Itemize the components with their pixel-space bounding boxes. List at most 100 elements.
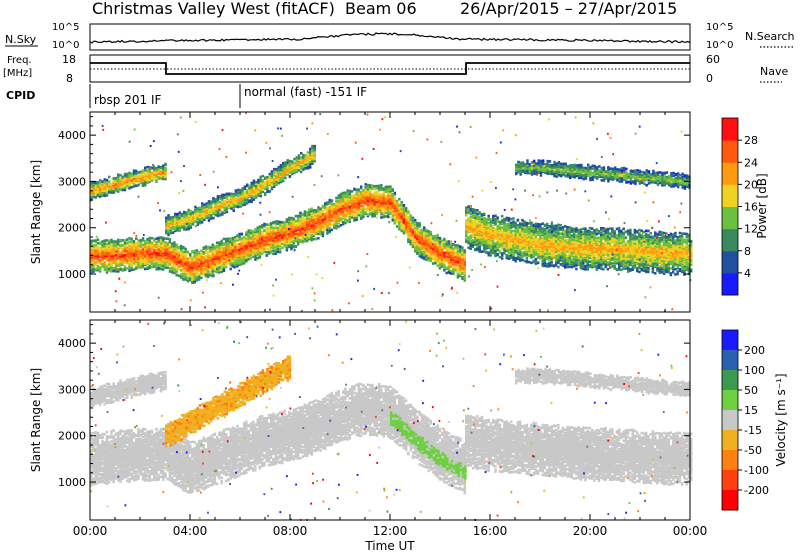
echo-cell: [105, 249, 109, 252]
echo-cell: [391, 218, 394, 221]
echo-cell: [344, 197, 347, 201]
echo-cell: [243, 185, 247, 188]
echo-cell: [380, 188, 383, 191]
echo-cell: [240, 237, 244, 240]
echo-cell: [96, 245, 100, 249]
echo-cell: [96, 242, 100, 245]
echo-cell: [171, 242, 174, 245]
echo-cell: [162, 164, 165, 168]
echo-cell: [203, 215, 206, 218]
echo-cell: [119, 255, 122, 258]
echo-cell: [176, 215, 179, 219]
echo-cell: [185, 218, 188, 221]
echo-cell: [182, 259, 185, 263]
echo-cell: [317, 227, 320, 230]
echo-cell: [360, 217, 363, 220]
echo-cell: [411, 223, 415, 226]
echo-cell: [135, 251, 138, 254]
echo-cell: [209, 266, 212, 270]
echo-cell: [342, 201, 345, 204]
echo-cell: [119, 238, 122, 242]
echo-cell: [123, 244, 127, 247]
echo-cell: [436, 236, 439, 239]
echo-cell: [246, 198, 249, 201]
echo-cell: [159, 244, 163, 247]
echo-cell: [191, 259, 194, 263]
echo-cell: [150, 166, 154, 170]
echo-cell: [263, 228, 266, 232]
echo-cell: [294, 239, 298, 243]
echo-cell: [135, 258, 138, 262]
echo-cell: [130, 237, 133, 241]
nsearch-label: N.Search: [745, 30, 795, 43]
echo-cell: [353, 201, 356, 205]
echo-cell: [402, 231, 406, 235]
echo-cell: [328, 230, 331, 234]
echo-cell: [252, 183, 256, 187]
echo-cell: [153, 171, 156, 175]
echo-cell: [192, 222, 195, 226]
echo-cell: [148, 176, 151, 180]
echo-cell: [256, 226, 259, 229]
echo-cell: [137, 175, 140, 178]
echo-cell: [144, 182, 147, 186]
echo-cell: [92, 193, 95, 196]
echo-cell: [373, 202, 376, 205]
echo-cell: [207, 214, 211, 218]
echo-cell: [294, 235, 298, 238]
echo-cell: [402, 224, 406, 227]
echo-cell: [194, 219, 197, 223]
echo-cell: [447, 240, 451, 243]
echo-cell: [110, 269, 113, 273]
echo-cell: [393, 218, 397, 221]
echo-cell: [216, 212, 220, 215]
echo-cell: [234, 258, 237, 262]
echo-cell: [315, 214, 318, 218]
echo-cell: [259, 178, 262, 181]
echo-cell: [402, 229, 406, 233]
echo-cell: [204, 254, 208, 258]
echo-cell: [276, 234, 280, 237]
echo-cell: [387, 185, 390, 189]
echo-cell: [274, 224, 277, 228]
echo-cell: [99, 188, 102, 192]
echo-cell: [240, 232, 244, 236]
echo-cell: [182, 272, 185, 275]
echo-cell: [456, 267, 460, 270]
echo-cell: [114, 180, 118, 183]
echo-cell: [328, 218, 331, 221]
echo-cell: [261, 244, 264, 247]
freq-label-1: Freq.: [7, 55, 32, 66]
echo-cell: [272, 252, 275, 256]
echo-cell: [281, 233, 284, 236]
echo-cell: [112, 244, 115, 247]
echo-cell: [92, 250, 95, 254]
echo-cell: [258, 225, 262, 228]
echo-cell: [230, 204, 233, 207]
echo-cell: [339, 208, 343, 212]
echo-cell: [243, 248, 246, 251]
echo-cell: [213, 253, 217, 256]
echo-cell: [373, 187, 376, 191]
echo-cell: [268, 190, 271, 193]
echo-cell: [90, 262, 93, 266]
echo-cell: [299, 231, 302, 235]
echo-cell: [317, 216, 320, 219]
echo-cell: [256, 233, 259, 236]
echo-cell: [436, 248, 439, 252]
echo-cell: [265, 228, 268, 232]
echo-cell: [193, 266, 196, 270]
echo-cell: [132, 257, 136, 261]
echo-cell: [148, 239, 151, 243]
echo-cell: [213, 255, 217, 258]
echo-cell: [265, 242, 268, 246]
echo-cell: [238, 262, 241, 265]
nave-label: Nave: [760, 65, 788, 78]
cpid-row: CPID rbsp 201 IF normal (fast) -151 IF: [6, 84, 367, 108]
echo-cell: [264, 184, 267, 188]
echo-cell: [259, 189, 262, 193]
echo-cell: [202, 257, 205, 261]
echo-cell: [144, 166, 147, 170]
echo-cell: [178, 223, 181, 227]
echo-cell: [429, 242, 433, 245]
